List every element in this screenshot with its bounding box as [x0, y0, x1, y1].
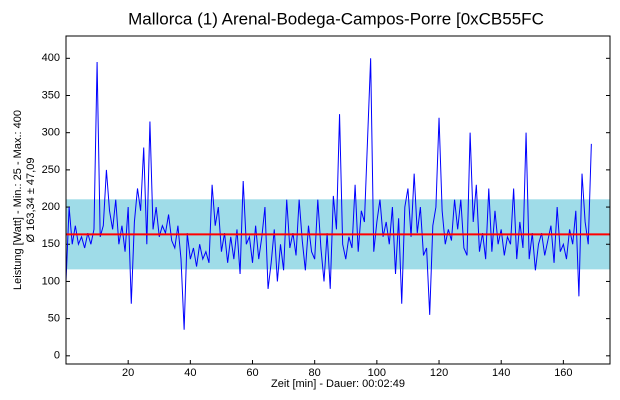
x-tick-label: 160: [554, 367, 572, 379]
y-tick-label: 400: [42, 52, 60, 64]
y-tick-label: 200: [42, 201, 60, 213]
x-tick-label: 60: [246, 367, 258, 379]
x-tick-label: 140: [492, 367, 510, 379]
y-axis-label-stats: Ø 163,34 ± 47,09: [25, 158, 37, 243]
power-line: [65, 58, 592, 330]
y-axis-label: Leistung [Watt] - Min.: 25 - Max.: 400: [12, 110, 24, 290]
y-tick-label: 50: [48, 313, 60, 325]
y-tick-label: 250: [42, 164, 60, 176]
y-tick-label: 0: [54, 350, 60, 362]
x-tick-label: 20: [122, 367, 134, 379]
y-tick-label: 100: [42, 275, 60, 287]
y-tick-label: 300: [42, 127, 60, 139]
x-tick-label: 80: [309, 367, 321, 379]
plot-frame: [65, 35, 611, 365]
x-tick-label: 120: [430, 367, 448, 379]
x-axis-label: Zeit [min] - Dauer: 00:02:49: [271, 378, 405, 390]
x-tick-label: 40: [184, 367, 196, 379]
y-tick-label: 350: [42, 89, 60, 101]
x-tick-label: 100: [368, 367, 386, 379]
chart-title: Mallorca (1) Arenal-Bodega-Campos-Porre …: [128, 9, 544, 28]
y-tick-label: 150: [42, 238, 60, 250]
